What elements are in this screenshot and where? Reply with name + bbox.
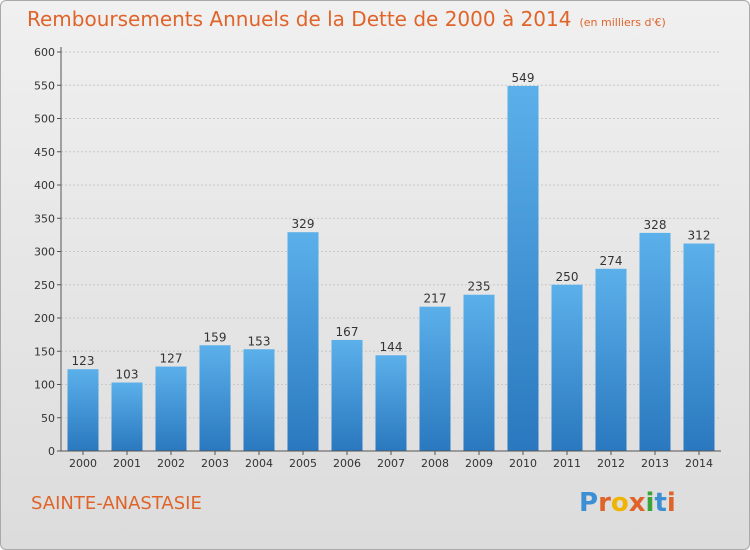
y-tick-label: 0	[48, 445, 55, 458]
x-tick-label: 2011	[553, 457, 581, 470]
bar-value-label: 274	[600, 254, 623, 268]
bar	[287, 232, 319, 451]
x-tick-label: 2002	[157, 457, 185, 470]
x-tick-label: 2001	[113, 457, 141, 470]
bar-value-label: 329	[292, 217, 315, 231]
bar-value-label: 328	[644, 218, 667, 232]
x-tick-label: 2003	[201, 457, 229, 470]
bar-value-label: 123	[72, 354, 95, 368]
bar-value-label: 250	[556, 270, 579, 284]
y-tick-label: 150	[34, 345, 55, 358]
bar	[155, 366, 187, 451]
bar-value-label: 217	[424, 292, 447, 306]
bar	[67, 369, 99, 451]
chart-title: Remboursements Annuels de la Dette de 20…	[27, 7, 666, 31]
bar	[639, 232, 671, 451]
bar-value-label: 159	[204, 330, 227, 344]
x-tick-label: 2008	[421, 457, 449, 470]
bar-value-label: 103	[116, 368, 139, 382]
y-tick-label: 50	[41, 412, 55, 425]
bar	[507, 85, 539, 451]
y-tick-label: 100	[34, 379, 55, 392]
x-tick-label: 2000	[69, 457, 97, 470]
bar	[243, 349, 275, 451]
x-tick-label: 2014	[685, 457, 713, 470]
x-tick-label: 2009	[465, 457, 493, 470]
y-tick-label: 600	[34, 46, 55, 59]
y-tick-label: 450	[34, 146, 55, 159]
bar-value-label: 235	[468, 280, 491, 294]
x-tick-label: 2007	[377, 457, 405, 470]
x-tick-label: 2006	[333, 457, 361, 470]
bar	[463, 294, 495, 451]
x-tick-label: 2012	[597, 457, 625, 470]
chart-title-text: Remboursements Annuels de la Dette de 20…	[27, 7, 572, 31]
bar	[551, 284, 583, 451]
y-tick-label: 350	[34, 212, 55, 225]
bar	[595, 268, 627, 451]
bar-value-label: 167	[336, 325, 359, 339]
x-tick-label: 2010	[509, 457, 537, 470]
x-tick-label: 2005	[289, 457, 317, 470]
bar	[375, 355, 407, 451]
bar	[683, 243, 715, 451]
y-tick-label: 550	[34, 79, 55, 92]
y-tick-label: 300	[34, 246, 55, 259]
x-tick-label: 2013	[641, 457, 669, 470]
proxiti-logo: Proxiti	[579, 488, 676, 518]
bar	[419, 306, 451, 451]
bar-value-label: 549	[512, 71, 535, 85]
bar	[331, 339, 363, 451]
y-tick-label: 200	[34, 312, 55, 325]
bar-value-label: 153	[248, 334, 271, 348]
chart-unit-note: (en milliers d'€)	[579, 16, 666, 29]
bar-value-label: 144	[380, 340, 403, 354]
y-tick-label: 250	[34, 279, 55, 292]
bar-value-label: 312	[688, 229, 711, 243]
y-tick-label: 400	[34, 179, 55, 192]
x-tick-label: 2004	[245, 457, 273, 470]
bar	[199, 345, 231, 451]
bar-value-label: 127	[160, 352, 183, 366]
town-name: SAINTE-ANASTASIE	[31, 493, 202, 514]
bar	[111, 382, 143, 451]
y-tick-label: 500	[34, 113, 55, 126]
